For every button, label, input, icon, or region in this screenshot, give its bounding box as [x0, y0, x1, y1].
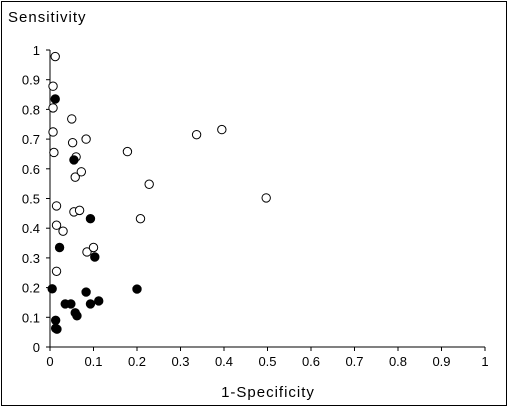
data-point-filled: [85, 213, 96, 224]
y-tick-label: 0.7: [22, 132, 40, 147]
data-point-open: [51, 266, 62, 276]
data-point-filled: [132, 284, 142, 294]
data-point-filled: [52, 324, 62, 334]
data-point-open: [122, 146, 133, 157]
y-tick-label: 0.8: [22, 102, 40, 117]
data-point-filled: [85, 299, 96, 309]
data-point-open: [48, 127, 58, 137]
y-axis-title: Sensitivity: [8, 9, 87, 26]
x-tick-label: 0.8: [389, 354, 407, 369]
data-point-open: [70, 172, 80, 182]
y-tick-label: 0.2: [22, 281, 40, 296]
x-tick-label: 1: [481, 354, 488, 369]
data-point-open: [88, 242, 99, 253]
data-point-filled: [50, 315, 61, 325]
x-tick-label: 0.3: [171, 354, 189, 369]
data-point-open: [67, 137, 78, 148]
x-tick-label: 0.5: [258, 354, 276, 369]
data-point-open: [81, 134, 91, 144]
y-tick-label: 0.4: [22, 221, 40, 236]
y-tick-label: 0: [33, 340, 40, 355]
data-point-filled: [90, 252, 100, 262]
data-point-open: [191, 129, 202, 140]
x-tick-label: 0.1: [84, 354, 102, 369]
x-tick-label: 0.6: [302, 354, 320, 369]
data-point-filled: [50, 94, 60, 104]
data-point-open: [135, 213, 146, 224]
data-point-open: [144, 179, 154, 189]
data-point-filled: [72, 311, 82, 321]
data-point-filled: [54, 242, 65, 253]
data-point-open: [51, 201, 62, 211]
data-point-filled: [94, 296, 104, 306]
x-tick-label: 0: [46, 354, 53, 369]
data-point-open: [261, 193, 271, 203]
data-point-filled: [69, 155, 79, 165]
y-tick-label: 1: [33, 43, 40, 58]
y-tick-label: 0.9: [22, 73, 40, 88]
x-tick-label: 0.4: [215, 354, 233, 369]
data-point-open: [50, 51, 60, 62]
y-tick-label: 0.1: [22, 310, 40, 325]
data-point-filled: [81, 287, 91, 297]
data-point-open: [74, 205, 85, 216]
data-point-open: [49, 147, 59, 158]
x-axis-title: 1-Specificity: [221, 384, 315, 401]
data-point-filled: [47, 284, 57, 294]
data-point-open: [58, 226, 68, 236]
y-tick-label: 0.3: [22, 251, 40, 266]
x-tick-label: 0.9: [432, 354, 450, 369]
y-tick-label: 0.5: [22, 192, 40, 207]
data-point-open: [76, 167, 87, 177]
data-point-open: [217, 124, 227, 135]
x-tick-label: 0.2: [128, 354, 146, 369]
data-point-open: [67, 114, 77, 124]
y-tick-label: 0.6: [22, 162, 40, 177]
data-point-open: [48, 103, 58, 113]
data-point-filled: [66, 299, 76, 309]
data-point-open: [48, 81, 58, 91]
x-tick-label: 0.7: [345, 354, 363, 369]
data-point-open: [82, 247, 92, 257]
data-point-open: [51, 220, 62, 230]
